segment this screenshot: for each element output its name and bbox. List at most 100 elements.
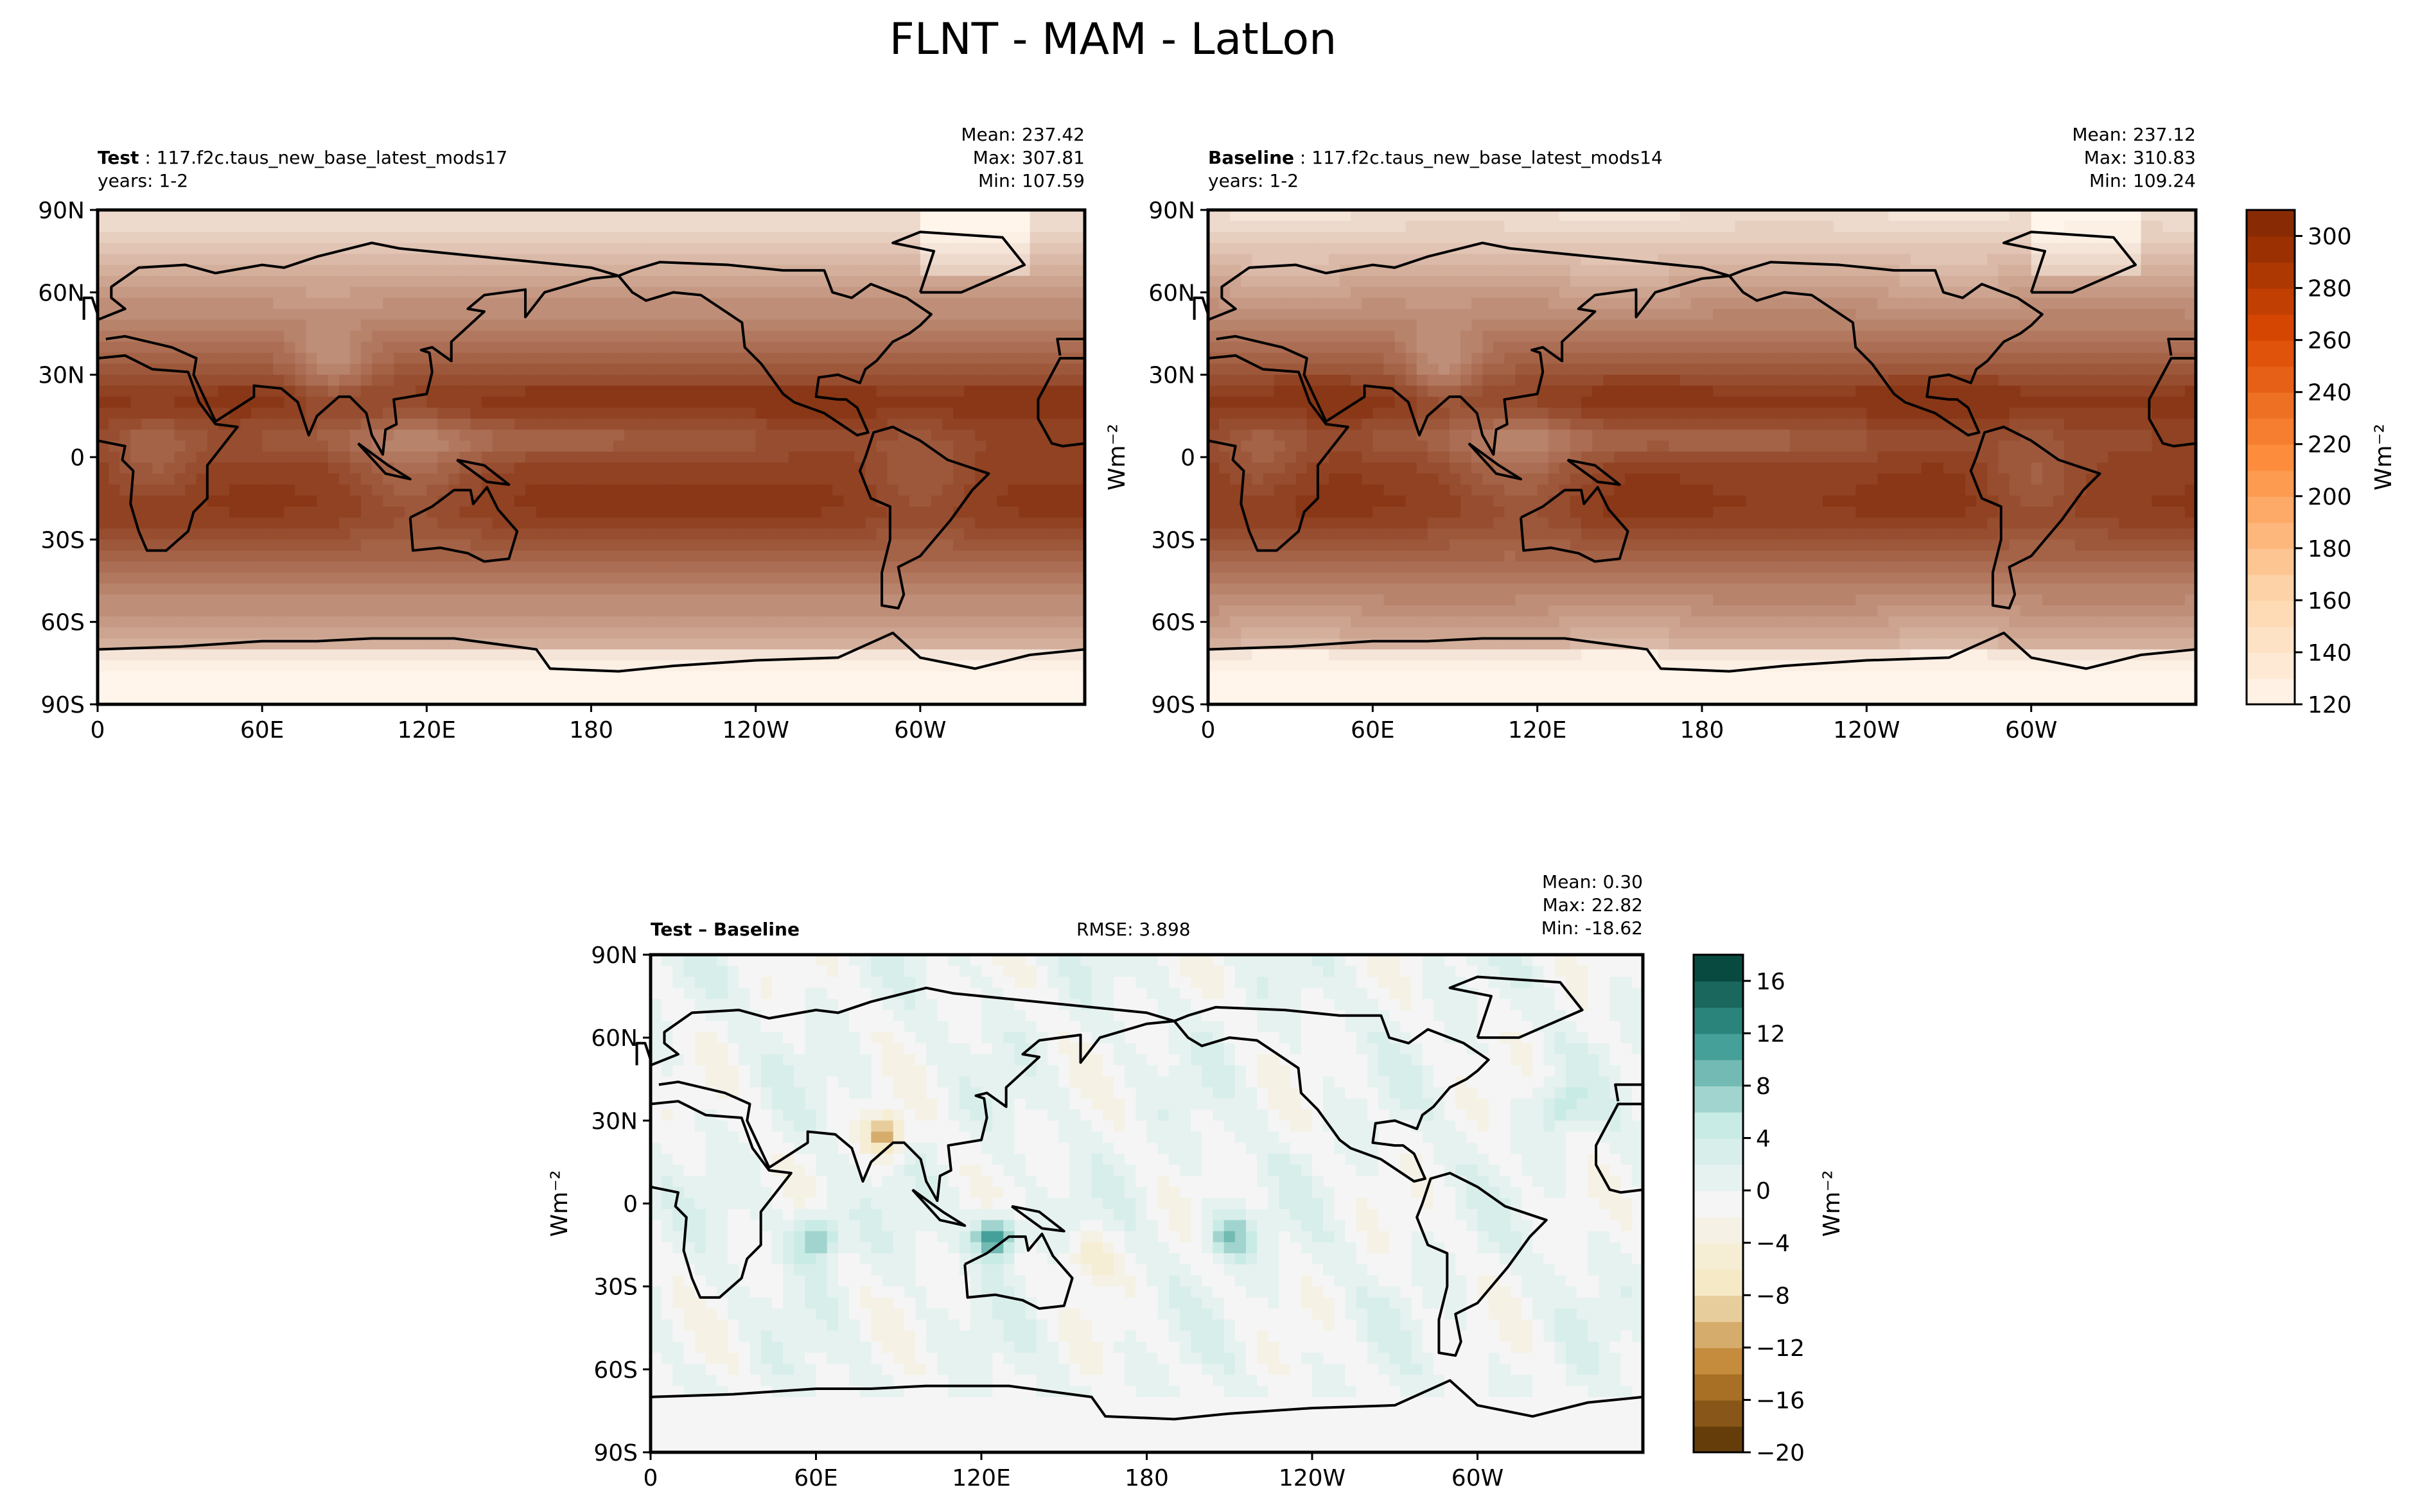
contour-cell — [525, 342, 538, 354]
contour-cell — [701, 210, 713, 222]
contour-cell — [613, 484, 625, 496]
contour-cell — [701, 484, 713, 496]
contour-cell — [799, 419, 812, 431]
contour-cell — [207, 616, 219, 629]
contour-cell — [712, 462, 724, 474]
contour-cell — [986, 342, 998, 354]
contour-cell — [942, 265, 954, 277]
contour-cell — [701, 561, 713, 573]
contour-cell — [843, 210, 855, 222]
contour-cell — [371, 594, 384, 606]
contour-cell — [349, 484, 362, 496]
contour-cell — [437, 649, 450, 661]
panel-1-min: Min: 107.59 — [978, 170, 1085, 191]
contour-cell — [218, 320, 230, 332]
contour-cell — [887, 396, 899, 408]
contour-cell — [679, 572, 691, 584]
contour-cell — [109, 430, 121, 442]
contour-cell — [525, 473, 538, 485]
contour-cell — [558, 342, 570, 354]
contour-cell — [723, 363, 735, 376]
contour-cell — [1559, 243, 1571, 255]
contour-cell — [942, 583, 954, 595]
contour-cell — [997, 517, 1009, 530]
contour-cell — [1449, 309, 1462, 321]
contour-cell — [416, 550, 428, 562]
contour-cell — [1008, 363, 1020, 376]
contour-cell — [328, 561, 340, 573]
contour-cell — [832, 297, 845, 309]
contour-cell — [1051, 419, 1064, 431]
contour-cell — [262, 309, 274, 321]
contour-cell — [580, 682, 592, 694]
contour-cell — [997, 430, 1009, 442]
contour-cell — [174, 297, 186, 309]
contour-cell — [1954, 275, 1967, 288]
panel-2-years: years: 1-2 — [1208, 170, 1299, 191]
contour-cell — [986, 572, 998, 584]
contour-cell — [338, 583, 351, 595]
contour-cell — [613, 495, 625, 507]
contour-cell — [723, 451, 735, 464]
contour-cell — [1877, 243, 1889, 255]
contour-cell — [383, 517, 395, 530]
contour-cell — [2184, 210, 2196, 222]
contour-cell — [668, 430, 680, 442]
contour-cell — [701, 550, 713, 562]
contour-cell — [1008, 528, 1020, 541]
contour-cell — [942, 342, 954, 354]
contour-cell — [1658, 275, 1670, 288]
contour-cell — [1274, 221, 1286, 233]
contour-cell — [591, 671, 603, 683]
contour-cell — [98, 671, 110, 683]
contour-cell — [317, 660, 329, 672]
contour-cell — [832, 484, 845, 496]
contour-cell — [262, 594, 274, 606]
contour-cell — [371, 286, 384, 299]
contour-cell — [262, 232, 274, 244]
contour-cell — [1471, 265, 1484, 277]
contour-cell — [317, 539, 329, 552]
contour-cell — [196, 528, 208, 541]
contour-cell — [470, 419, 482, 431]
contour-cell — [645, 265, 658, 277]
contour-cell — [876, 331, 888, 343]
contour-cell — [1295, 254, 1308, 266]
contour-cell — [832, 331, 845, 343]
contour-cell — [514, 660, 527, 672]
contour-cell — [360, 693, 373, 705]
contour-cell — [701, 385, 713, 397]
contour-cell — [1073, 693, 1085, 705]
contour-cell — [174, 286, 186, 299]
contour-cell — [119, 517, 132, 530]
contour-cell — [306, 583, 318, 595]
contour-cell — [514, 309, 527, 321]
contour-cell — [975, 507, 987, 519]
contour-cell — [931, 363, 943, 376]
contour-cell — [1274, 297, 1286, 309]
contour-cell — [229, 331, 241, 343]
contour-cell — [1581, 265, 1593, 277]
contour-cell — [953, 605, 965, 618]
contour-cell — [1263, 243, 1275, 255]
contour-cell — [1040, 507, 1053, 519]
contour-cell — [405, 495, 417, 507]
contour-cell — [306, 265, 318, 277]
contour-cell — [394, 440, 406, 453]
contour-cell — [558, 671, 570, 683]
contour-cell — [1471, 210, 1484, 222]
contour-cell — [986, 561, 998, 573]
contour-cell — [602, 484, 614, 496]
contour-cell — [1241, 210, 1253, 222]
contour-cell — [964, 539, 976, 552]
contour-cell — [788, 550, 800, 562]
contour-cell — [547, 682, 559, 694]
contour-cell — [273, 660, 285, 672]
contour-cell — [744, 297, 757, 309]
contour-cell — [865, 396, 877, 408]
contour-cell — [426, 462, 439, 474]
contour-cell — [997, 363, 1009, 376]
contour-cell — [525, 561, 538, 573]
contour-cell — [635, 693, 647, 705]
contour-cell — [470, 374, 482, 387]
